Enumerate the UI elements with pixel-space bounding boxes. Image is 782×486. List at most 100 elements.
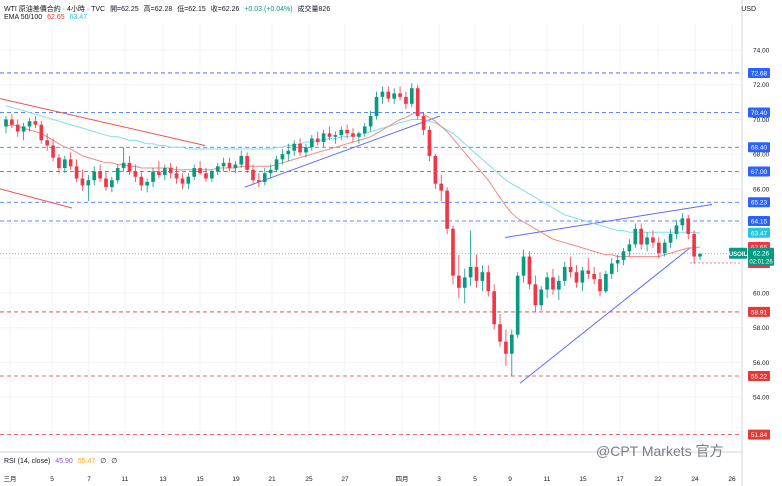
legend-rsi: RSI (14, close) 45.90 55.47 ∅ ∅ [4, 457, 120, 465]
candle-108 [639, 223, 644, 250]
candle-5 [33, 115, 38, 129]
candle-body-117 [692, 234, 696, 257]
candle-10 [62, 155, 67, 174]
candle-46 [274, 155, 279, 172]
current-price-tag: 62.26 [753, 250, 770, 257]
wedge-lower-line [519, 247, 691, 384]
candle-73 [433, 154, 438, 189]
candle-body-87 [515, 275, 520, 335]
candle-body-74 [439, 183, 444, 191]
x-tick-label-1: 5 [50, 476, 54, 483]
candle-body-9 [57, 157, 61, 169]
candle-body-4 [27, 121, 32, 127]
candle-101 [598, 272, 602, 297]
candle-body-24 [145, 181, 149, 186]
trend-lines [0, 98, 713, 384]
price-tag-bg-5 [748, 215, 770, 226]
candle-68 [404, 91, 408, 110]
candle-body-47 [280, 154, 285, 160]
candle-109 [645, 232, 649, 252]
candle-13 [80, 169, 85, 191]
candle-body-109 [645, 237, 649, 245]
candle-82 [486, 265, 491, 297]
candle-78 [462, 268, 467, 304]
candle-body-53 [315, 138, 320, 143]
candle-6 [39, 121, 44, 144]
uptrend-line-1 [244, 115, 441, 188]
candle-body-34 [204, 173, 208, 179]
candle-100 [592, 266, 596, 285]
candle-body-41 [245, 155, 249, 170]
price-tag-10: 55.22 [751, 373, 768, 380]
candle-body-51 [304, 147, 308, 153]
candle-40 [239, 150, 244, 169]
candle-body-22 [133, 171, 138, 177]
candle-114 [674, 220, 679, 240]
candle-body-46 [274, 159, 279, 170]
candle-body-99 [586, 270, 591, 274]
candle-85 [504, 329, 508, 366]
x-tick-label-14: 11 [544, 476, 551, 483]
x-tick-label-16: 17 [616, 476, 624, 483]
price-tag-bg-3 [748, 166, 770, 177]
ema100-value: 63.47 [69, 14, 88, 21]
candle-56 [333, 131, 338, 144]
candle-69 [409, 83, 414, 108]
candle-body-85 [504, 341, 508, 354]
candle-body-15 [92, 171, 97, 181]
low-value: 低=62.15 [177, 6, 206, 13]
candle-65 [386, 86, 391, 103]
candle-body-114 [674, 225, 679, 234]
candle-115 [680, 213, 685, 231]
candle-36 [215, 162, 220, 175]
candle-7 [45, 133, 49, 151]
candle-50 [298, 138, 302, 156]
candle-body-13 [80, 178, 85, 186]
candle-body-98 [580, 270, 585, 283]
ema50-value: 62.65 [47, 14, 65, 21]
candle-102 [604, 270, 608, 294]
candle-98 [580, 266, 585, 292]
candle-61 [362, 122, 367, 137]
watermark: @CPT Markets 官方 [596, 441, 724, 461]
candle-25 [151, 168, 155, 188]
symbol-tag: USOIL [729, 252, 748, 258]
candle-body-107 [633, 228, 638, 245]
x-tick-label-11: 3 [437, 476, 441, 483]
candle-body-83 [492, 291, 496, 325]
candle-74 [439, 174, 444, 202]
candle-37 [221, 157, 226, 172]
candle-body-49 [292, 143, 297, 151]
candle-body-72 [427, 129, 432, 156]
candle-83 [492, 284, 496, 330]
candle-11 [68, 152, 73, 170]
candle-20 [121, 147, 126, 172]
channel-lower-line [0, 188, 73, 209]
candle-14 [86, 174, 91, 202]
candle-8 [51, 138, 55, 162]
candle-body-30 [180, 178, 185, 184]
price-tag-11: 51.84 [751, 432, 768, 439]
price-tags: 72.6870.4068.4067.0065.2364.1563.4762.65… [729, 67, 774, 440]
candle-body-37 [221, 162, 226, 167]
candle-body-3 [21, 126, 26, 132]
candle-60 [357, 131, 361, 144]
candle-body-57 [339, 129, 344, 136]
candle-body-62 [368, 115, 373, 127]
rsi-empty-1: ∅ [100, 458, 107, 465]
candle-body-16 [98, 171, 102, 179]
candle-body-102 [604, 273, 608, 292]
candle-body-26 [157, 171, 161, 175]
candle-15 [92, 166, 97, 186]
candle-21 [127, 155, 132, 175]
rsi-ma-value: 55.47 [77, 458, 96, 465]
candle-body-113 [668, 234, 673, 243]
candle-77 [457, 254, 461, 299]
candle-91 [539, 286, 544, 311]
candle-44 [262, 168, 267, 186]
price-tag-0: 72.68 [751, 70, 768, 77]
candle-53 [315, 131, 320, 146]
candle-99 [586, 258, 591, 280]
close-value: 收=62.26 [210, 6, 240, 13]
